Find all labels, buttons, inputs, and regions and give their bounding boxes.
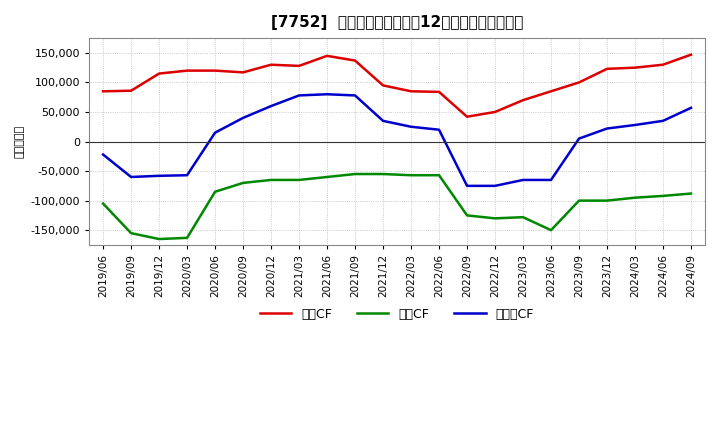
- 営業CF: [491, 110, 500, 115]
- 営業CF: [294, 63, 303, 69]
- 営業CF: [127, 88, 135, 93]
- 営業CF: [211, 68, 220, 73]
- 投賄CF: [239, 180, 248, 186]
- フリーCF: [99, 152, 107, 157]
- Line: フリーCF: フリーCF: [103, 94, 691, 186]
- フリーCF: [603, 126, 611, 131]
- Title: [7752]  キャッシュフローの12か月移動合計の推移: [7752] キャッシュフローの12か月移動合計の推移: [271, 15, 523, 30]
- 営業CF: [435, 89, 444, 95]
- フリーCF: [463, 183, 472, 188]
- フリーCF: [687, 105, 696, 110]
- フリーCF: [379, 118, 387, 124]
- フリーCF: [659, 118, 667, 124]
- フリーCF: [183, 172, 192, 178]
- 投賄CF: [294, 177, 303, 183]
- フリーCF: [266, 103, 275, 109]
- Legend: 営業CF, 投賄CF, フリーCF: 営業CF, 投賄CF, フリーCF: [255, 303, 539, 326]
- 投賄CF: [603, 198, 611, 203]
- Line: 投賄CF: 投賄CF: [103, 174, 691, 239]
- 投賄CF: [491, 216, 500, 221]
- Line: 営業CF: 営業CF: [103, 55, 691, 117]
- 投賄CF: [631, 195, 639, 200]
- 投賄CF: [183, 235, 192, 241]
- 投賄CF: [323, 174, 331, 180]
- フリーCF: [351, 93, 359, 98]
- フリーCF: [491, 183, 500, 188]
- フリーCF: [518, 177, 527, 183]
- 投賄CF: [266, 177, 275, 183]
- フリーCF: [546, 177, 555, 183]
- 営業CF: [407, 88, 415, 94]
- 投賄CF: [659, 193, 667, 198]
- 営業CF: [323, 53, 331, 59]
- 投賄CF: [155, 236, 163, 242]
- 投賄CF: [99, 201, 107, 206]
- 営業CF: [239, 70, 248, 75]
- フリーCF: [294, 93, 303, 98]
- 営業CF: [546, 88, 555, 94]
- 営業CF: [659, 62, 667, 67]
- フリーCF: [631, 122, 639, 128]
- 営業CF: [351, 58, 359, 63]
- 営業CF: [379, 83, 387, 88]
- 営業CF: [266, 62, 275, 67]
- フリーCF: [211, 130, 220, 136]
- 営業CF: [603, 66, 611, 71]
- 投賄CF: [463, 213, 472, 218]
- 営業CF: [687, 52, 696, 57]
- 投賄CF: [379, 172, 387, 177]
- 投賄CF: [518, 215, 527, 220]
- 投賄CF: [351, 172, 359, 177]
- 投賄CF: [546, 227, 555, 233]
- 営業CF: [631, 65, 639, 70]
- 投賄CF: [407, 172, 415, 178]
- 投賄CF: [575, 198, 583, 203]
- 営業CF: [99, 88, 107, 94]
- 営業CF: [518, 98, 527, 103]
- Y-axis label: （百万円）: （百万円）: [15, 125, 25, 158]
- 投賄CF: [687, 191, 696, 196]
- フリーCF: [127, 174, 135, 180]
- フリーCF: [155, 173, 163, 179]
- 投賄CF: [211, 189, 220, 194]
- フリーCF: [323, 92, 331, 97]
- 投賄CF: [127, 231, 135, 236]
- 営業CF: [463, 114, 472, 119]
- フリーCF: [407, 124, 415, 129]
- 投賄CF: [435, 172, 444, 178]
- 営業CF: [155, 71, 163, 76]
- フリーCF: [239, 115, 248, 121]
- フリーCF: [575, 136, 583, 141]
- フリーCF: [435, 127, 444, 132]
- 営業CF: [183, 68, 192, 73]
- 営業CF: [575, 80, 583, 85]
